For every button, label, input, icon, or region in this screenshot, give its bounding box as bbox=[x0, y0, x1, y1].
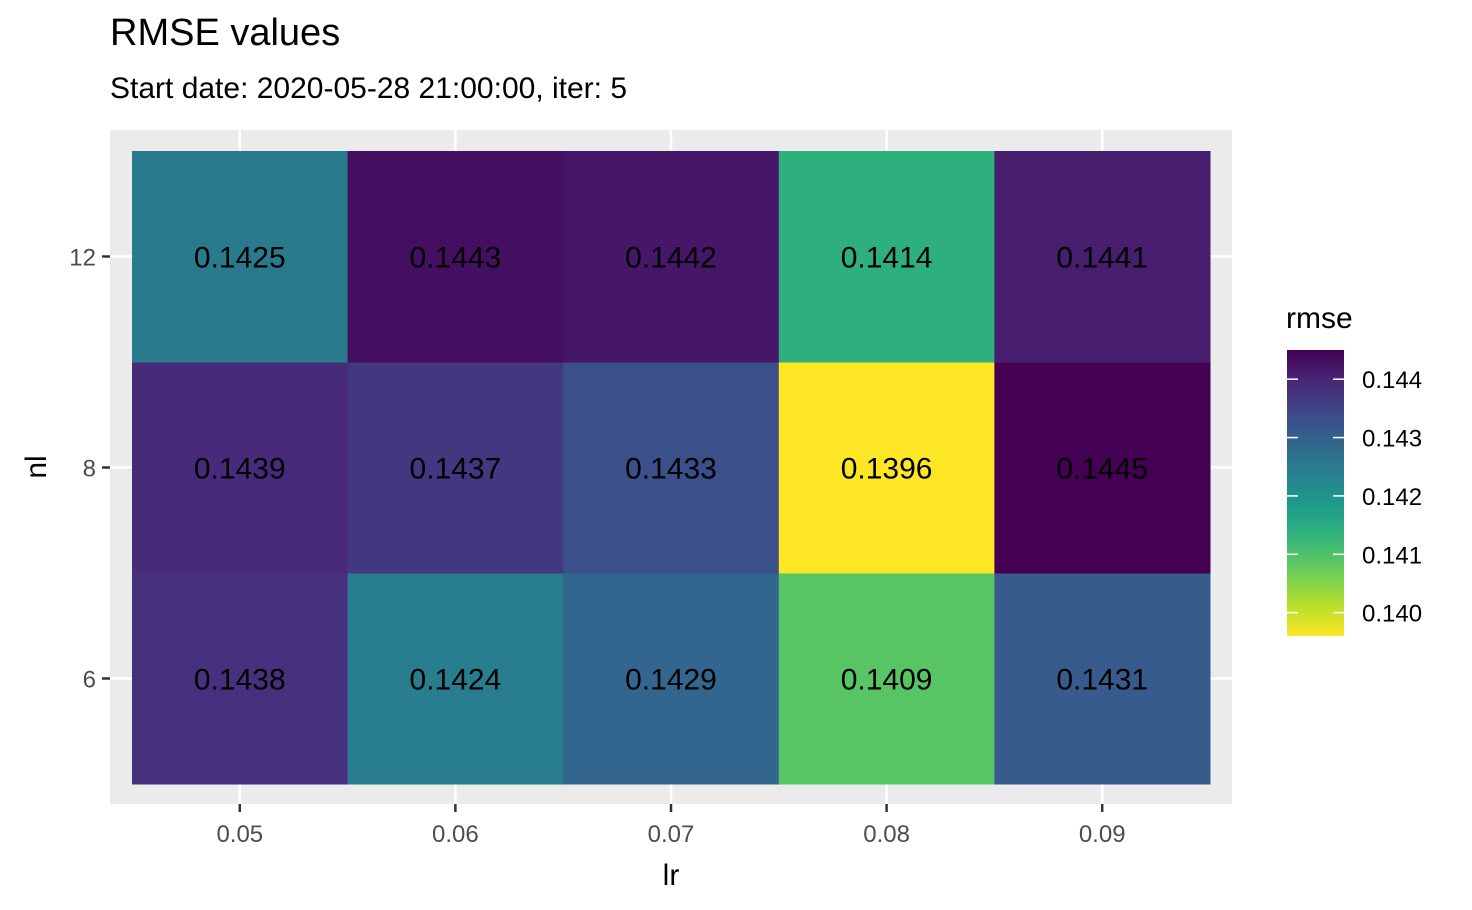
cell-value-label: 0.1442 bbox=[625, 242, 717, 275]
heatmap-cell bbox=[563, 573, 780, 785]
cell-value-label: 0.1409 bbox=[841, 664, 933, 697]
x-tick-label: 0.09 bbox=[1079, 821, 1126, 848]
heatmap-cell bbox=[994, 151, 1211, 363]
cell-value-label: 0.1445 bbox=[1056, 453, 1148, 486]
cell-value-label: 0.1433 bbox=[625, 453, 717, 486]
heatmap-cell bbox=[994, 362, 1211, 574]
heatmap-cell bbox=[347, 151, 564, 363]
y-tick-label: 6 bbox=[83, 667, 96, 694]
heatmap-cell bbox=[563, 151, 780, 363]
heatmap-cells bbox=[132, 151, 1211, 785]
cell-value-label: 0.1443 bbox=[410, 242, 502, 275]
cell-value-label: 0.1425 bbox=[194, 242, 286, 275]
x-tick-label: 0.08 bbox=[863, 821, 910, 848]
legend: rmse 0.140 0.141 0.142 0.143 0.144 bbox=[1286, 302, 1422, 636]
heatmap-cell bbox=[347, 573, 564, 785]
legend-tick-label: 0.143 bbox=[1362, 426, 1422, 453]
legend-colorbar bbox=[1287, 350, 1344, 636]
cell-value-label: 0.1437 bbox=[410, 453, 502, 486]
legend-tick-label: 0.142 bbox=[1362, 484, 1422, 511]
heatmap-cell bbox=[132, 151, 349, 363]
heatmap-cell bbox=[994, 573, 1211, 785]
y-tick-label: 12 bbox=[69, 245, 96, 272]
heatmap-cell bbox=[347, 362, 564, 574]
legend-tick-label: 0.144 bbox=[1362, 367, 1422, 394]
cell-labels: 0.1438 0.1424 0.1429 0.1409 0.1431 0.1439 0.14… bbox=[194, 242, 1148, 697]
heatmap-cell bbox=[132, 573, 349, 785]
cell-value-label: 0.1429 bbox=[625, 664, 717, 697]
chart-title: RMSE values bbox=[110, 12, 341, 54]
legend-tick-label: 0.140 bbox=[1362, 601, 1422, 628]
x-tick-label: 0.05 bbox=[216, 821, 263, 848]
heatmap-cell bbox=[778, 151, 995, 363]
y-axis-title: nl bbox=[20, 455, 53, 478]
heatmap-cell bbox=[778, 573, 995, 785]
legend-tick-label: 0.141 bbox=[1362, 542, 1422, 569]
cell-value-label: 0.1396 bbox=[841, 453, 933, 486]
x-axis-title: lr bbox=[663, 859, 680, 892]
cell-value-label: 0.1439 bbox=[194, 453, 286, 486]
heatmap-cell bbox=[778, 362, 995, 574]
heatmap-cell bbox=[563, 362, 780, 574]
chart-subtitle: Start date: 2020-05-28 21:00:00, iter: 5 bbox=[110, 72, 628, 105]
x-tick-label: 0.06 bbox=[432, 821, 479, 848]
heatmap-cell bbox=[132, 362, 349, 574]
y-tick-label: 8 bbox=[83, 456, 96, 483]
cell-value-label: 0.1438 bbox=[194, 664, 286, 697]
x-tick-label: 0.07 bbox=[648, 821, 695, 848]
y-axis: 6 8 12 bbox=[69, 245, 110, 694]
cell-value-label: 0.1424 bbox=[410, 664, 502, 697]
x-axis: 0.05 0.06 0.07 0.08 0.09 bbox=[216, 804, 1126, 848]
cell-value-label: 0.1431 bbox=[1056, 664, 1148, 697]
legend-title: rmse bbox=[1286, 302, 1353, 335]
cell-value-label: 0.1414 bbox=[841, 242, 933, 275]
cell-value-label: 0.1441 bbox=[1056, 242, 1148, 275]
